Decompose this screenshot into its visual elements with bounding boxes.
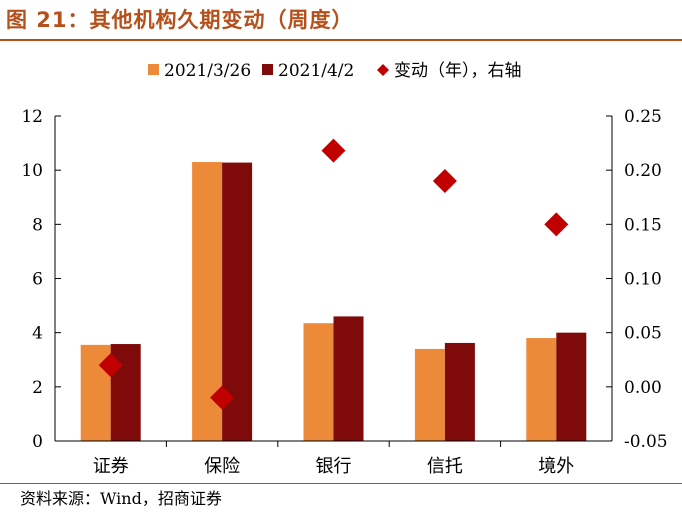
bar-chart: 2021/3/26 2021/4/2 变动（年），右轴 0 2 4 6 8 10 12 -0.0… — [21, 61, 668, 477]
bar-group — [80, 162, 587, 442]
left-tick-label: 2 — [32, 378, 43, 398]
left-axis: 0 2 4 6 8 10 12 — [21, 107, 61, 452]
left-tick-label: 4 — [32, 324, 43, 344]
legend-label: 2021/3/26 — [164, 61, 251, 81]
bar — [444, 342, 475, 441]
left-tick-label: 12 — [21, 107, 43, 127]
legend-swatch — [377, 64, 389, 76]
source-divider — [0, 483, 682, 484]
change-marker — [321, 138, 346, 163]
title-divider — [0, 39, 682, 41]
legend-label: 2021/4/2 — [278, 61, 354, 81]
left-tick-label: 6 — [32, 270, 43, 290]
right-tick-label: 0.10 — [624, 270, 662, 290]
bar — [414, 348, 445, 441]
left-tick-label: 10 — [21, 161, 43, 181]
change-marker — [98, 353, 123, 378]
x-tick-label: 证券 — [93, 456, 129, 477]
bar — [556, 332, 587, 441]
right-tick-label: 0.05 — [624, 324, 662, 344]
left-tick-label: 8 — [32, 215, 43, 235]
right-tick-label: 0.15 — [624, 215, 662, 235]
change-marker — [210, 385, 235, 410]
right-tick-label: 0.00 — [624, 378, 662, 398]
chart-title: 图 21：其他机构久期变动（周度） — [6, 8, 354, 32]
source-note: 资料来源：Wind，招商证券 — [20, 489, 222, 508]
legend-swatch — [148, 64, 159, 75]
bar — [333, 316, 364, 441]
change-marker — [432, 169, 457, 193]
legend-label: 变动（年），右轴 — [394, 61, 522, 81]
legend-swatch — [262, 64, 273, 75]
left-tick-label: 0 — [32, 432, 43, 452]
right-tick-label: -0.05 — [624, 432, 668, 452]
right-axis: -0.05 0.00 0.05 0.10 0.15 0.20 0.25 — [606, 107, 668, 452]
right-tick-label: 0.20 — [624, 161, 662, 181]
x-axis: 证券 保险 银行 信托 境外 — [55, 440, 612, 477]
x-tick-label: 境外 — [538, 456, 574, 477]
change-markers — [98, 138, 569, 410]
x-tick-label: 银行 — [316, 456, 352, 477]
right-tick-label: 0.25 — [624, 107, 662, 127]
change-marker — [544, 212, 569, 237]
bar — [303, 323, 334, 441]
x-tick-label: 保险 — [204, 456, 240, 477]
bar — [526, 338, 557, 441]
legend: 2021/3/26 2021/4/2 变动（年），右轴 — [148, 61, 522, 81]
x-tick-label: 信托 — [427, 456, 463, 477]
